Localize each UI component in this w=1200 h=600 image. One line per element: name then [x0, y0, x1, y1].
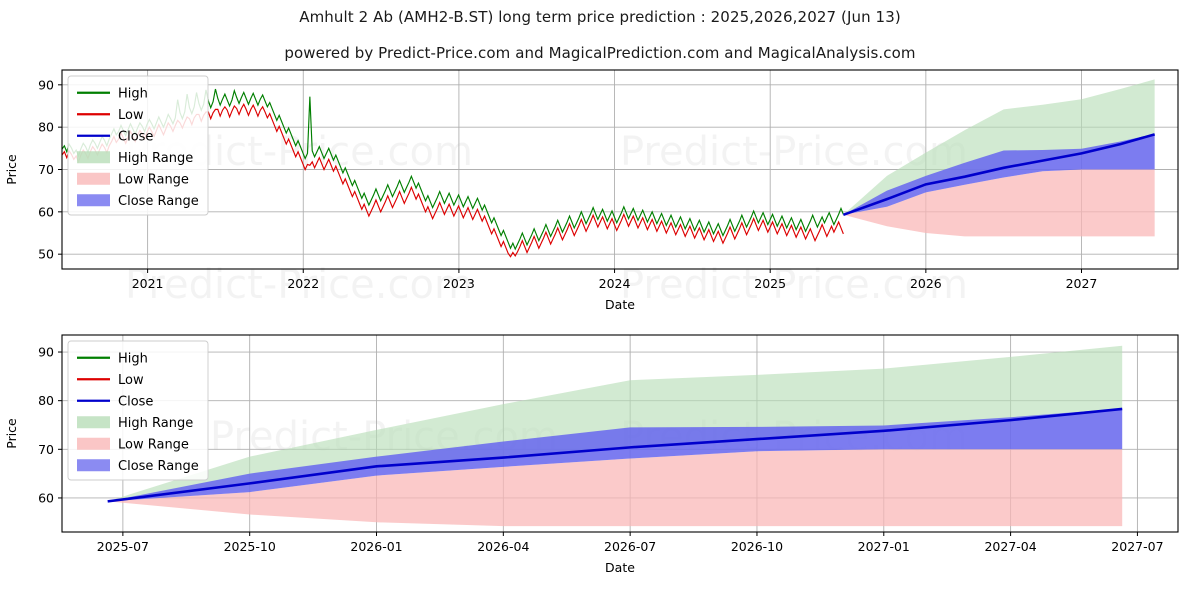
legend-swatch-low_range: [77, 172, 110, 185]
y-tick-label: 70: [38, 442, 54, 457]
x-axis-label: Date: [605, 560, 635, 575]
legend-label: High Range: [118, 151, 193, 166]
forecast-close-line: [107, 407, 1123, 503]
legend-label: High Range: [118, 416, 193, 431]
page-subtitle: powered by Predict-Price.com and Magical…: [284, 44, 916, 62]
x-axis-label: Date: [605, 297, 635, 310]
plot-data: [62, 79, 1156, 258]
x-tick-label: 2025-07: [97, 539, 149, 554]
plot-data: [107, 345, 1123, 527]
y-tick-label: 50: [38, 247, 54, 262]
watermark-text: Predict-Price.com: [125, 262, 473, 308]
legend-label: High: [118, 86, 148, 101]
x-tick-label: 2025: [754, 276, 786, 291]
low-range-band: [843, 169, 1155, 237]
legend-label: Low Range: [118, 437, 189, 452]
watermark: Predict-Price.comPredict-Price.comPredic…: [125, 129, 968, 308]
y-tick-label: 60: [38, 490, 54, 505]
y-tick-label: 90: [38, 345, 54, 360]
legend-swatch-high_range: [77, 416, 110, 429]
y-tick-label: 80: [38, 393, 54, 408]
chart-legend: High Low Close High Range Low Range Close Ran…: [67, 75, 209, 216]
y-tick-label: 70: [38, 162, 54, 177]
legend-label: High: [118, 351, 148, 366]
x-tick-label: 2025-10: [224, 539, 276, 554]
y-tick-label: 90: [38, 77, 54, 92]
legend-label: Close Range: [118, 194, 199, 209]
legend-label: Low Range: [118, 172, 189, 187]
x-tick-label: 2023: [443, 276, 475, 291]
legend-label: Close: [118, 394, 153, 409]
x-tick-label: 2026: [910, 276, 942, 291]
legend-label: Close Range: [118, 459, 199, 474]
legend-label: Close: [118, 129, 153, 144]
low-range-band: [107, 449, 1123, 527]
plot-border: [61, 334, 1179, 533]
x-tick-label: 2024: [599, 276, 631, 291]
x-tick-label: 2026-10: [731, 539, 783, 554]
y-axis-label: Price: [4, 154, 19, 185]
x-tick-label: 2027-07: [1111, 539, 1163, 554]
legend-label: Low: [118, 108, 144, 123]
x-tick-label: 2027-01: [858, 539, 910, 554]
legend-swatch-close_range: [77, 194, 110, 207]
legend-label: Low: [118, 373, 144, 388]
forecast-close-line: [842, 133, 1156, 217]
axes: 50 60 70 80 90 2021 2022 2023 2024 2025 2026 2027: [38, 77, 1097, 291]
axes: 60 70 80 90 2025-07 2025-10 2026-01 2026-04 2026…: [38, 345, 1163, 554]
page-title: Amhult 2 Ab (AMH2-B.ST) long term price …: [299, 8, 901, 26]
x-tick-label: 2026-01: [350, 539, 402, 554]
x-tick-label: 2026-04: [477, 539, 529, 554]
x-tick-label: 2027-04: [984, 539, 1036, 554]
chart-legend: High Low Close High Range Low Range Close Ran…: [67, 340, 209, 481]
x-tick-label: 2021: [132, 276, 164, 291]
top-chart-svg: Predict-Price.comPredict-Price.comPredic…: [4, 69, 1179, 310]
watermark-text: Predict-Price.com: [620, 262, 968, 308]
bottom-chart-svg: Predict-Price.comPredict-Price.com607080…: [4, 334, 1179, 575]
legend-swatch-close_range: [77, 459, 110, 472]
legend-swatch-low_range: [77, 437, 110, 450]
y-tick-label: 60: [38, 204, 54, 219]
y-tick-label: 80: [38, 120, 54, 135]
x-tick-label: 2027: [1066, 276, 1098, 291]
x-tick-label: 2022: [287, 276, 319, 291]
legend-swatch-high_range: [77, 151, 110, 164]
x-tick-label: 2026-07: [604, 539, 656, 554]
y-axis-label: Price: [4, 418, 19, 449]
